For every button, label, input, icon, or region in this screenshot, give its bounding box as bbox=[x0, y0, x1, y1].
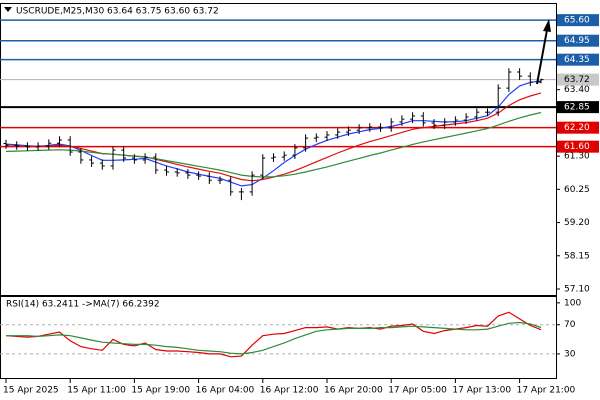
x-tick-label: 17 Apr 21:00 bbox=[517, 386, 576, 396]
y-tick-label: 60.25 bbox=[564, 185, 590, 195]
x-tick-label: 16 Apr 04:00 bbox=[196, 386, 255, 396]
x-tick-label: 16 Apr 20:00 bbox=[324, 386, 383, 396]
level-label: 65.60 bbox=[564, 16, 590, 26]
y-tick-label: 58.15 bbox=[564, 251, 590, 261]
y-tick-label: 57.10 bbox=[564, 284, 590, 294]
level-label-box bbox=[557, 121, 599, 134]
x-tick-label: 17 Apr 13:00 bbox=[452, 386, 511, 396]
level-label-box bbox=[557, 140, 599, 153]
current-price-label: 63.72 bbox=[564, 75, 590, 85]
price-frame bbox=[0, 3, 557, 296]
x-tick-label: 15 Apr 19:00 bbox=[131, 386, 190, 396]
y-tick-label: 59.20 bbox=[564, 218, 590, 228]
level-label: 62.85 bbox=[564, 103, 590, 113]
plot: 63.40 61.30 60.25 59.20 58.15 57.10 65.60 64.95… bbox=[0, 7, 599, 396]
panel-title: RSI(14) 63.2411 ->MA(7) 66.2392 bbox=[6, 300, 160, 310]
level-label: 64.95 bbox=[564, 36, 590, 46]
y-tick-label: 61.30 bbox=[564, 152, 590, 162]
level-label: 61.60 bbox=[564, 142, 590, 152]
x-tick-label: 15 Apr 2025 bbox=[3, 386, 59, 396]
level-label-box bbox=[557, 34, 599, 47]
indicator-line bbox=[5, 311, 542, 358]
y-tick-label: 70 bbox=[564, 320, 576, 330]
x-tick-label: 16 Apr 12:00 bbox=[260, 386, 319, 396]
panel-title: USCRUDE,M25,M30 63.64 63.75 63.60 63.72 bbox=[16, 7, 219, 17]
level-label: 64.35 bbox=[564, 55, 590, 65]
level-label-box bbox=[557, 14, 599, 27]
indicator-line bbox=[6, 321, 542, 355]
y-tick-label: 63.40 bbox=[564, 85, 590, 95]
rsi-frame bbox=[0, 296, 557, 379]
current-price-box bbox=[557, 73, 599, 86]
arrow-head bbox=[543, 19, 551, 32]
arrow-shaft bbox=[536, 29, 548, 85]
level-label-box bbox=[557, 101, 599, 114]
y-tick-label: 100 bbox=[564, 298, 581, 308]
x-tick-label: 17 Apr 05:00 bbox=[388, 386, 447, 396]
indicator-line bbox=[5, 80, 542, 187]
level-label: 62.20 bbox=[564, 123, 590, 133]
collapse-icon bbox=[4, 7, 12, 12]
x-tick-label: 15 Apr 11:00 bbox=[67, 386, 126, 396]
y-tick-label: 30 bbox=[564, 349, 576, 359]
indicator-line bbox=[5, 111, 542, 178]
level-label-box bbox=[557, 53, 599, 66]
